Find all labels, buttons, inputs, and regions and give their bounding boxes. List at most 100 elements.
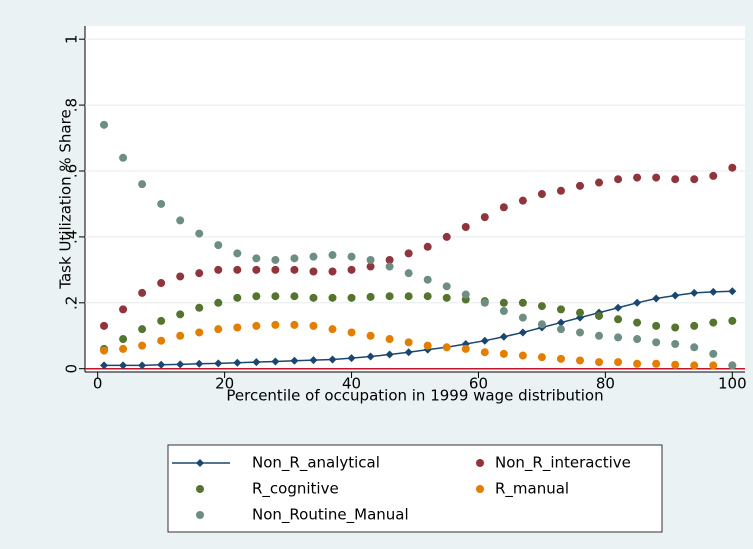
data-point (252, 321, 261, 330)
data-point (252, 265, 261, 274)
data-point (518, 351, 527, 360)
data-point (671, 339, 680, 348)
data-point (366, 331, 375, 340)
data-point (423, 242, 432, 251)
data-point (595, 311, 604, 320)
x-tick-label: 20 (215, 375, 234, 393)
y-tick-label: .4 (63, 230, 81, 244)
data-point (195, 229, 204, 238)
data-point (537, 320, 546, 329)
data-point (442, 232, 451, 241)
data-point (709, 318, 718, 327)
legend-marker (476, 459, 484, 467)
data-point (233, 265, 242, 274)
data-point (214, 298, 223, 307)
data-point (595, 331, 604, 340)
data-point (385, 350, 394, 359)
data-point (347, 265, 356, 274)
data-point (423, 275, 432, 284)
data-point (461, 344, 470, 353)
legend-marker (196, 459, 204, 467)
data-point (271, 255, 280, 264)
data-point (633, 298, 642, 307)
data-point (366, 292, 375, 301)
legend-box (167, 444, 663, 533)
data-point (499, 307, 508, 316)
data-point (633, 173, 642, 182)
data-point (271, 320, 280, 329)
data-point (518, 196, 527, 205)
data-point (576, 356, 584, 365)
data-point (157, 336, 166, 345)
data-point (195, 359, 204, 368)
data-point (138, 361, 147, 370)
data-point (290, 320, 299, 329)
x-tick-label: 100 (718, 375, 747, 393)
data-point (119, 335, 128, 344)
data-point (309, 293, 318, 302)
data-point (499, 332, 508, 341)
data-point (652, 294, 661, 303)
data-point (290, 265, 299, 274)
data-point (157, 199, 166, 208)
data-point (614, 175, 623, 184)
data-point (652, 359, 661, 368)
data-point (157, 360, 166, 369)
y-tick-label: 1 (63, 34, 81, 44)
data-point (119, 344, 128, 353)
data-point (518, 298, 527, 307)
data-point (671, 360, 680, 369)
data-point (614, 358, 623, 367)
data-point (347, 252, 356, 261)
data-point (709, 361, 718, 370)
data-point (290, 356, 299, 365)
data-point (442, 282, 451, 291)
data-point (671, 323, 680, 332)
data-point (100, 321, 109, 330)
data-point (518, 328, 527, 337)
data-point (119, 153, 128, 162)
y-tick-label: .8 (63, 98, 81, 112)
data-point (537, 353, 546, 362)
data-point (404, 348, 413, 357)
data-point (728, 361, 737, 370)
legend-label: R_manual (495, 480, 569, 499)
data-point (233, 358, 242, 367)
data-point (480, 336, 489, 345)
data-point (404, 249, 413, 258)
data-point (576, 328, 584, 337)
data-point (138, 288, 147, 297)
data-point (233, 293, 242, 302)
data-point (576, 181, 584, 190)
legend-marker (476, 485, 484, 493)
data-point (671, 291, 680, 300)
data-point (195, 269, 204, 278)
data-point (347, 293, 356, 302)
data-point (499, 298, 508, 307)
data-point (309, 267, 318, 276)
data-point (309, 356, 318, 365)
data-point (328, 293, 337, 302)
data-point (614, 315, 623, 324)
data-point (271, 265, 280, 274)
data-point (423, 341, 432, 350)
y-tick-label: .2 (63, 296, 81, 310)
legend-label: Non_Routine_Manual (252, 506, 409, 525)
data-point (157, 279, 166, 288)
data-point (290, 292, 299, 301)
data-point (119, 305, 128, 314)
data-point (480, 213, 489, 222)
data-point (385, 292, 394, 301)
data-point (347, 328, 356, 337)
data-point (499, 203, 508, 212)
y-axis-title: Task Utilization % Share (57, 109, 75, 289)
data-point (271, 292, 280, 301)
data-point (633, 318, 642, 327)
data-point (404, 269, 413, 278)
data-point (309, 321, 318, 330)
data-point (671, 175, 680, 184)
data-point (195, 303, 204, 312)
data-point (595, 358, 604, 367)
data-point (176, 310, 185, 319)
data-point (556, 325, 565, 334)
